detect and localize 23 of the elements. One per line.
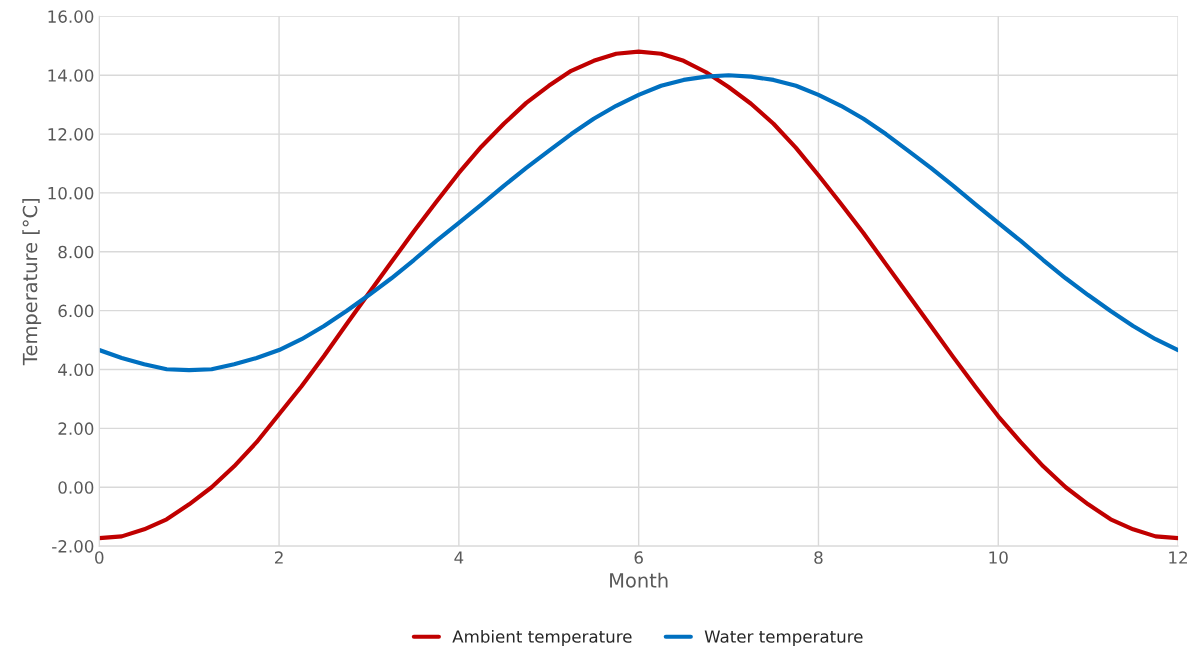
y-tick-label: 6.00 xyxy=(58,304,94,318)
x-tick-label: 6 xyxy=(634,551,643,564)
x-axis-title: Month xyxy=(610,572,668,588)
legend-label: Water temperature xyxy=(704,630,863,647)
x-tick-label: 2 xyxy=(274,551,283,564)
y-tick-label: 8.00 xyxy=(58,245,94,259)
y-axis-title: Temperature [°C] xyxy=(22,198,42,366)
y-tick-label: 12.00 xyxy=(48,128,94,141)
x-tick-label: 4 xyxy=(454,551,464,564)
x-tick-label: 0 xyxy=(95,551,104,564)
line-series xyxy=(99,73,1179,373)
y-tick-label: 4.00 xyxy=(58,363,94,377)
line-series xyxy=(99,49,1179,541)
x-tick-label: 10 xyxy=(989,551,1008,564)
legend-label: Ambient temperature xyxy=(452,629,632,647)
y-tick-label: 16.00 xyxy=(48,10,94,23)
y-tick-label: 14.00 xyxy=(48,69,94,82)
x-tick-label: 12 xyxy=(1169,551,1187,564)
x-tick-label: 8 xyxy=(814,551,823,564)
y-tick-label: 10.00 xyxy=(48,186,94,200)
y-tick-label: -2.00 xyxy=(52,540,94,553)
y-tick-label: 2.00 xyxy=(58,422,94,435)
y-tick-label: 0.00 xyxy=(58,481,94,494)
